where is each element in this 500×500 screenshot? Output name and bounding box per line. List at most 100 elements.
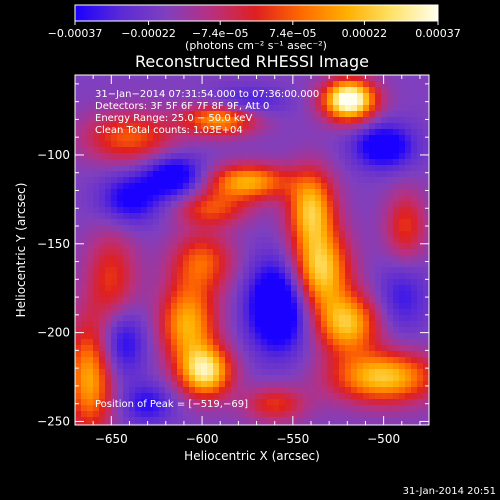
heatmap-cell (195, 195, 202, 202)
heatmap-cell (207, 345, 214, 352)
heatmap-cell (141, 171, 148, 178)
heatmap-cell (249, 147, 256, 154)
heatmap-cell (249, 339, 256, 346)
heatmap-cell (177, 207, 184, 214)
heatmap-cell (393, 381, 400, 388)
heatmap-cell (87, 183, 94, 190)
heatmap-cell (411, 339, 418, 346)
heatmap-cell (273, 81, 280, 88)
heatmap-cell (309, 303, 316, 310)
heatmap-cell (315, 399, 322, 406)
heatmap-cell (279, 267, 286, 274)
heatmap-cell (285, 387, 292, 394)
heatmap-cell (105, 243, 112, 250)
heatmap-cell (315, 327, 322, 334)
heatmap-cell (249, 285, 256, 292)
heatmap-cell (117, 87, 124, 94)
heatmap-cell (225, 417, 232, 424)
heatmap-cell (411, 399, 418, 406)
heatmap-cell (237, 93, 244, 100)
heatmap-cell (207, 165, 214, 172)
heatmap-cell (357, 129, 364, 136)
heatmap-cell (117, 417, 124, 424)
heatmap-cell (291, 339, 298, 346)
heatmap-cell (297, 129, 304, 136)
heatmap-cell (423, 105, 429, 112)
heatmap-cell (411, 147, 418, 154)
heatmap-cell (141, 357, 148, 364)
heatmap-cell (171, 201, 178, 208)
heatmap-cell (309, 273, 316, 280)
heatmap-cell (315, 153, 322, 160)
heatmap-cell (321, 405, 328, 412)
heatmap-cell (111, 195, 118, 202)
heatmap-cell (327, 165, 334, 172)
heatmap-cell (249, 87, 256, 94)
heatmap-cell (153, 219, 160, 226)
heatmap-cell (279, 333, 286, 340)
heatmap-cell (285, 303, 292, 310)
heatmap-cell (333, 141, 340, 148)
heatmap-cell (375, 297, 382, 304)
heatmap-cell (147, 105, 154, 112)
heatmap-cell (327, 315, 334, 322)
heatmap-cell (351, 99, 358, 106)
heatmap-cell (243, 87, 250, 94)
heatmap-cell (183, 315, 190, 322)
heatmap-cell (153, 249, 160, 256)
heatmap-cell (201, 363, 208, 370)
heatmap-cell (135, 303, 142, 310)
heatmap-cell (105, 117, 112, 124)
heatmap-cell (375, 321, 382, 328)
heatmap-cell (339, 189, 346, 196)
heatmap-cell (345, 123, 352, 130)
heatmap-cell (165, 243, 172, 250)
heatmap-cell (165, 231, 172, 238)
heatmap-cell (189, 231, 196, 238)
heatmap-cell (279, 315, 286, 322)
heatmap-cell (117, 363, 124, 370)
heatmap-cell (177, 423, 184, 425)
heatmap-cell (231, 357, 238, 364)
heatmap-cell (165, 345, 172, 352)
heatmap-cell (207, 381, 214, 388)
heatmap-cell (393, 171, 400, 178)
heatmap-cell (237, 189, 244, 196)
heatmap-cell (213, 249, 220, 256)
heatmap-cell (249, 261, 256, 268)
heatmap-cell (387, 105, 394, 112)
heatmap-cell (267, 351, 274, 358)
heatmap-cell (261, 249, 268, 256)
heatmap-cell (303, 297, 310, 304)
heatmap-cell (423, 333, 429, 340)
heatmap-cell (369, 147, 376, 154)
heatmap-cell (285, 351, 292, 358)
heatmap-cell (249, 75, 256, 82)
heatmap-cell (351, 393, 358, 400)
heatmap-cell (261, 153, 268, 160)
heatmap-cell (165, 129, 172, 136)
heatmap-cell (423, 267, 429, 274)
heatmap-cell (111, 219, 118, 226)
heatmap-cell (177, 399, 184, 406)
heatmap-cell (189, 321, 196, 328)
heatmap-cell (351, 117, 358, 124)
heatmap-cell (237, 303, 244, 310)
heatmap-cell (297, 201, 304, 208)
heatmap-cell (243, 363, 250, 370)
heatmap-cell (387, 231, 394, 238)
heatmap-cell (279, 351, 286, 358)
heatmap-cell (165, 321, 172, 328)
heatmap-cell (369, 417, 376, 424)
heatmap-cell (369, 273, 376, 280)
heatmap-cell (381, 267, 388, 274)
heatmap-cell (321, 225, 328, 232)
heatmap-cell (399, 105, 406, 112)
heatmap-cell (273, 321, 280, 328)
heatmap-cell (381, 189, 388, 196)
heatmap-cell (231, 315, 238, 322)
heatmap-cell (417, 117, 424, 124)
heatmap-cell (345, 273, 352, 280)
heatmap-cell (375, 231, 382, 238)
